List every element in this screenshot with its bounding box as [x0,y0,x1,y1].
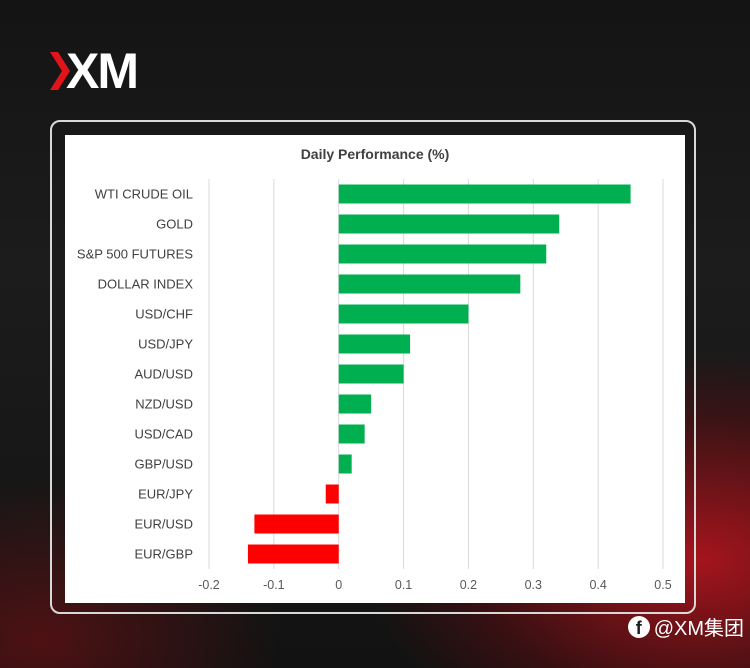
bar [325,484,339,504]
x-tick-label: -0.1 [263,578,285,592]
bar [254,514,339,534]
bar [338,184,631,204]
x-tick-label: 0.5 [654,578,671,592]
bar [247,544,339,564]
brand-logo: XM [50,43,139,99]
category-label: WTI CRUDE OIL [95,187,193,202]
x-tick-label: 0 [335,578,342,592]
category-label: S&P 500 FUTURES [77,247,193,262]
bar [338,364,404,384]
category-label: DOLLAR INDEX [98,277,194,292]
bar [338,304,469,324]
category-label: GOLD [156,217,193,232]
facebook-icon: f [627,615,650,638]
bar [338,394,372,414]
bar [338,334,411,354]
x-tick-label: -0.2 [198,578,220,592]
social-handle: f @XM集团 [627,612,744,641]
bar [338,424,365,444]
category-label: EUR/GBP [134,547,193,562]
category-label: NZD/USD [135,397,193,412]
logo-text: XM [66,43,139,99]
handle-text: @XM集团 [653,618,744,640]
chart-title: Daily Performance (%) [300,146,450,162]
bar [338,274,521,294]
category-label: GBP/USD [134,457,193,472]
x-tick-label: 0.3 [525,578,542,592]
chart-frame [50,120,696,614]
category-label: AUD/USD [134,367,193,382]
bar [338,454,352,474]
category-label: USD/CHF [135,307,193,322]
category-label: EUR/USD [134,517,193,532]
xm-logo-icon [50,52,70,90]
x-tick-label: 0.1 [395,578,412,592]
category-label: EUR/JPY [138,487,193,502]
category-label: USD/JPY [138,337,193,352]
bar [338,214,560,234]
bar-chart: -0.2 -0.1 0 0.1 0.2 0.3 0.4 0.5 WTI CRUDE OIL GOL… [77,179,672,592]
chart-area: Daily Performance (%) -0.2 -0.1 0 0.1 0.2 0.3… [65,135,685,603]
category-label: USD/CAD [134,427,193,442]
x-tick-label: 0.4 [589,578,606,592]
x-tick-label: 0.2 [460,578,477,592]
bar [338,244,547,264]
